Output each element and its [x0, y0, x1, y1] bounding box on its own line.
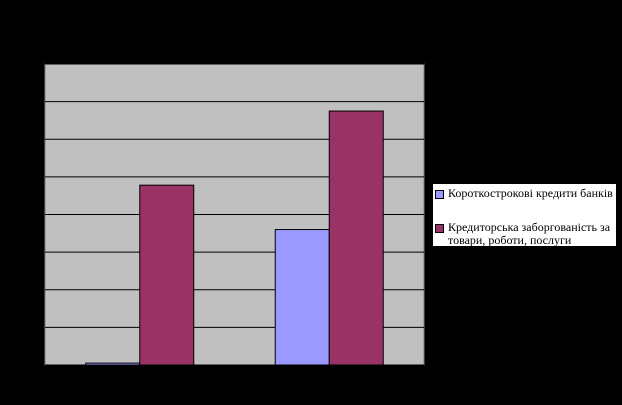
legend-label: Короткострокові кредити банків [448, 186, 613, 200]
legend-entry-short-term-loans: Короткострокові кредити банків [435, 187, 613, 200]
legend-label-multiline: Кредиторська заборгованість за товари, р… [448, 221, 610, 247]
legend-swatch-blue [435, 190, 444, 199]
bar-series-1-group-2 [274, 229, 330, 366]
legend-entry-accounts-payable: Кредиторська заборгованість за товари, р… [435, 221, 610, 247]
bar-series-2-group-2 [328, 110, 384, 366]
legend-swatch-maroon [435, 224, 444, 233]
legend-label-line-2: товари, роботи, послуги [448, 233, 572, 247]
legend: Короткострокові кредити банків Кредиторс… [432, 183, 617, 247]
legend-label-line-1: Кредиторська заборгованість за [448, 220, 611, 234]
bar-series-2-group-1 [139, 184, 195, 366]
bars [85, 110, 384, 366]
